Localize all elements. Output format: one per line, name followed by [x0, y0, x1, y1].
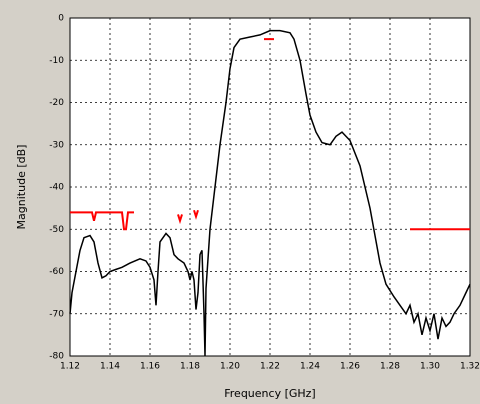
x-tick-label: 1.18 [180, 362, 200, 372]
y-tick-label: -70 [49, 309, 64, 319]
x-tick-label: 1.20 [220, 362, 240, 372]
x-tick-label: 1.14 [100, 362, 120, 372]
x-tick-label: 1.24 [300, 362, 320, 372]
x-axis-label: Frequency [GHz] [224, 387, 315, 400]
x-tick-label: 1.12 [60, 362, 80, 372]
data-line [70, 38, 470, 231]
plot-frame [69, 17, 471, 357]
y-tick-label: -10 [49, 56, 64, 66]
y-tick-label: -60 [49, 267, 64, 277]
y-tick-label: -40 [49, 183, 64, 193]
data-line [69, 29, 471, 357]
x-tick-label: 1.28 [380, 362, 400, 372]
y-tick-label: -20 [49, 98, 64, 108]
y-axis-label: Magnitude [dB] [15, 145, 28, 230]
y-tick-label: -80 [49, 352, 64, 362]
y-tick-label: -30 [49, 140, 64, 150]
x-tick-label: 1.16 [140, 362, 160, 372]
y-tick-label: 0 [58, 14, 64, 24]
x-tick-label: 1.26 [340, 362, 360, 372]
x-tick-label: 1.22 [260, 362, 280, 372]
x-tick-label: 1.30 [420, 362, 440, 372]
y-tick-label: -50 [49, 225, 64, 235]
x-tick-label: 1.32 [460, 362, 480, 372]
